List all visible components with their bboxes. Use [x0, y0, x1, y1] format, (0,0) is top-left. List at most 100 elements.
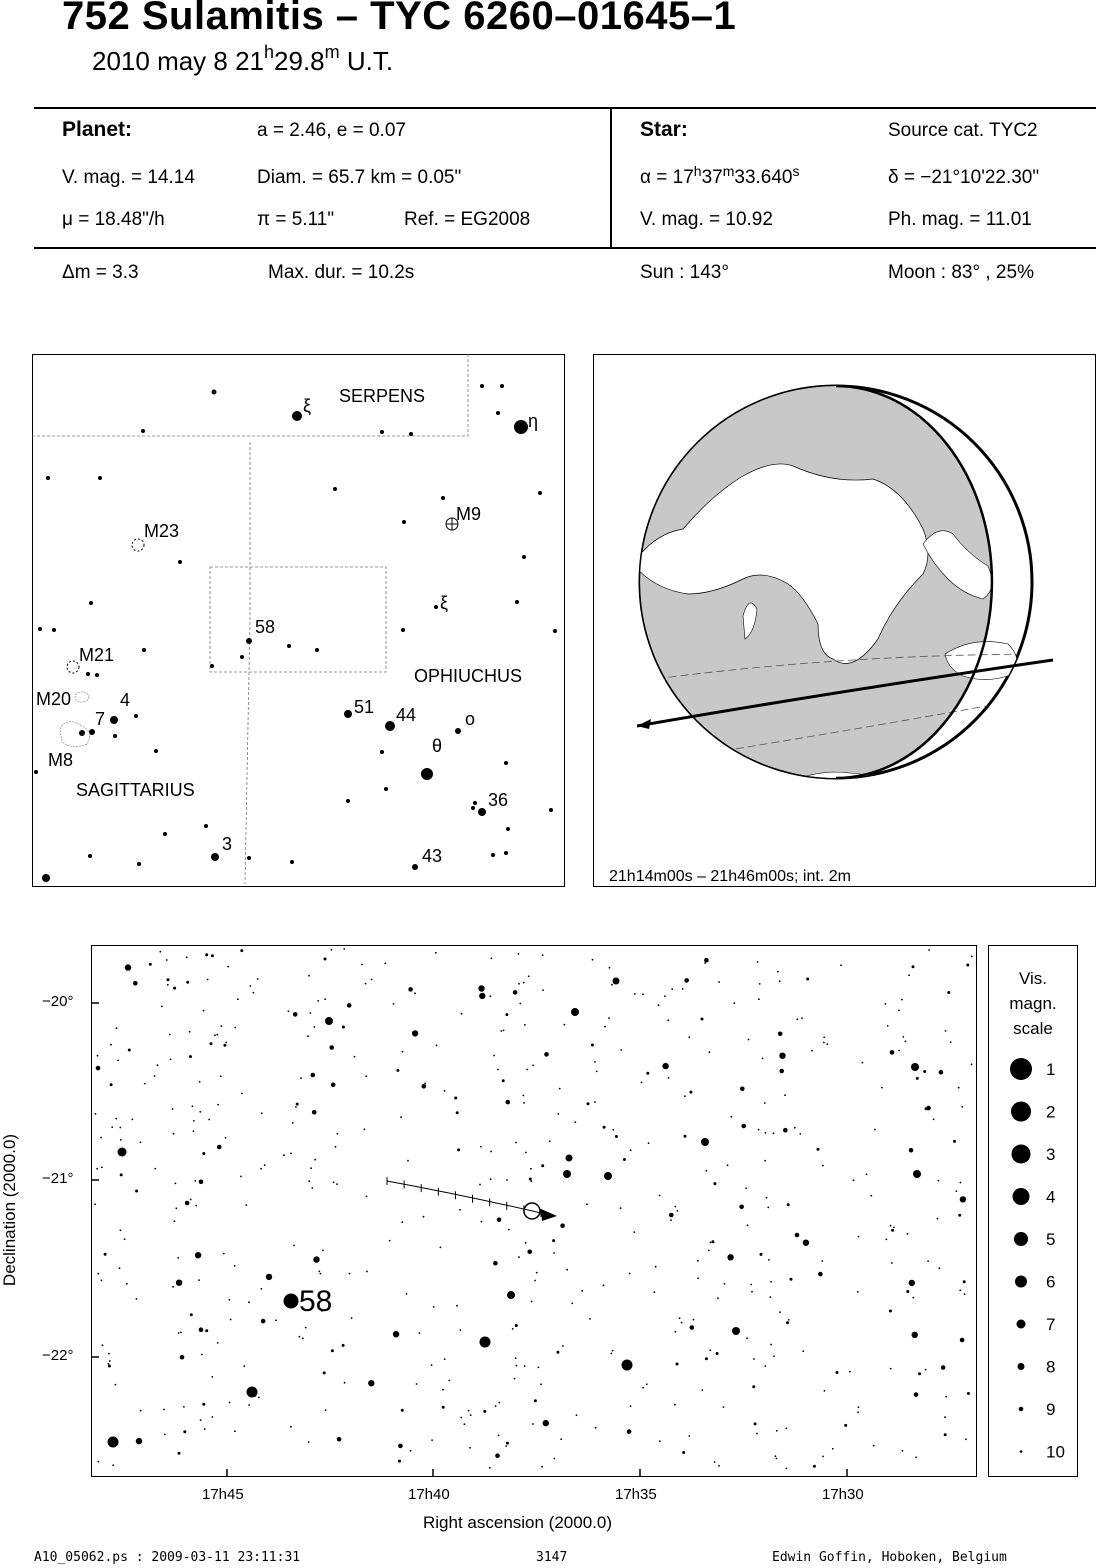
field-star	[314, 1158, 316, 1161]
field-star	[715, 1352, 719, 1355]
legend-mag-label: 5	[1046, 1230, 1055, 1249]
field-star	[794, 1232, 800, 1238]
finder-star	[88, 854, 92, 858]
field-star	[778, 980, 781, 983]
legend-dot	[1011, 1144, 1031, 1164]
field-star	[821, 1260, 824, 1262]
field-star	[844, 1423, 848, 1427]
finder-star	[315, 648, 319, 652]
field-star	[222, 1252, 225, 1255]
field-star	[711, 1240, 715, 1244]
alpha-m-unit: m	[722, 163, 735, 179]
field-star	[441, 1405, 445, 1409]
field-star	[944, 1416, 946, 1419]
finder-star	[384, 787, 388, 791]
field-star	[248, 1404, 251, 1406]
field-star	[370, 978, 373, 981]
field-star	[602, 1284, 605, 1287]
serpens-boundary	[32, 354, 469, 437]
field-star	[398, 1443, 403, 1449]
finder-star	[38, 627, 42, 631]
field-box	[209, 566, 387, 673]
field-star	[684, 978, 689, 983]
field-star	[163, 1408, 165, 1411]
field-star	[751, 1290, 753, 1293]
field-star	[188, 1030, 191, 1033]
alpha-s-unit: s	[792, 163, 800, 179]
label-star-43: 43	[422, 846, 442, 866]
field-star	[704, 957, 709, 963]
field-star	[348, 1272, 351, 1275]
field-star	[802, 1239, 810, 1246]
field-star	[901, 1449, 904, 1452]
field-star	[353, 1055, 356, 1058]
finder-star	[86, 672, 90, 676]
bright-star	[604, 1172, 612, 1180]
field-star	[528, 1177, 532, 1181]
finder-star	[52, 628, 56, 632]
sun-elongation: Sun : 143°	[640, 262, 729, 283]
field-star	[480, 1220, 483, 1223]
field-star	[522, 1094, 525, 1097]
planet-orbit: a = 2.46, e = 0.07	[257, 120, 406, 141]
field-star	[591, 958, 594, 961]
field-star	[118, 1267, 121, 1270]
bright-star	[479, 1336, 491, 1348]
field-star	[586, 1203, 588, 1206]
field-star	[216, 1342, 219, 1344]
field-star	[924, 1107, 928, 1111]
field-star	[177, 1257, 180, 1259]
field-star	[527, 975, 530, 978]
field-star	[368, 1380, 375, 1387]
field-star	[203, 1428, 206, 1430]
x-axis-label: Right ascension (2000.0)	[423, 1513, 613, 1532]
hour-unit: h	[264, 42, 275, 62]
field-star	[823, 1390, 826, 1392]
field-star	[765, 1196, 768, 1199]
finder-star	[134, 714, 138, 718]
field-star	[671, 988, 674, 990]
bright-star	[563, 1170, 571, 1178]
field-star	[364, 982, 367, 985]
field-star	[392, 1331, 400, 1338]
field-star	[745, 1187, 747, 1189]
field-star	[166, 978, 170, 982]
field-star	[265, 1273, 273, 1281]
field-star	[101, 1344, 104, 1347]
field-star	[172, 1132, 175, 1135]
field-star	[332, 1181, 335, 1184]
field-star	[553, 1457, 556, 1460]
field-star	[955, 1190, 958, 1192]
field-star	[209, 1042, 213, 1046]
ophiuchus-boundary	[244, 442, 251, 885]
label-m9: M9	[456, 504, 481, 524]
page-title: 752 Sulamitis – TYC 6260–01645–1	[62, 0, 737, 38]
legend-mag-label: 3	[1046, 1145, 1055, 1164]
finder-star	[401, 628, 405, 632]
field-star	[831, 1447, 834, 1450]
field-star	[135, 1437, 143, 1445]
star-alpha: α = 17h37m33.640s	[640, 163, 800, 189]
field-star	[927, 1260, 929, 1262]
field-star	[612, 1128, 615, 1131]
field-star	[435, 951, 437, 954]
field-star	[153, 1075, 156, 1077]
field-star	[590, 1043, 594, 1047]
field-star	[764, 1159, 766, 1162]
field-star	[263, 1164, 266, 1167]
field-star	[205, 953, 209, 957]
field-star	[733, 1002, 736, 1004]
field-star	[560, 1223, 565, 1228]
field-star	[498, 1401, 501, 1404]
legend-frame	[988, 945, 1078, 1477]
field-star	[530, 1180, 533, 1183]
finder-star	[434, 605, 438, 609]
field-star	[692, 1318, 695, 1321]
finder-star	[210, 664, 214, 668]
field-star	[574, 1121, 577, 1123]
field-star	[534, 1279, 536, 1282]
field-star	[431, 1439, 433, 1441]
field-star	[752, 1385, 756, 1389]
field-star	[183, 1406, 185, 1408]
field-star	[173, 1220, 176, 1223]
